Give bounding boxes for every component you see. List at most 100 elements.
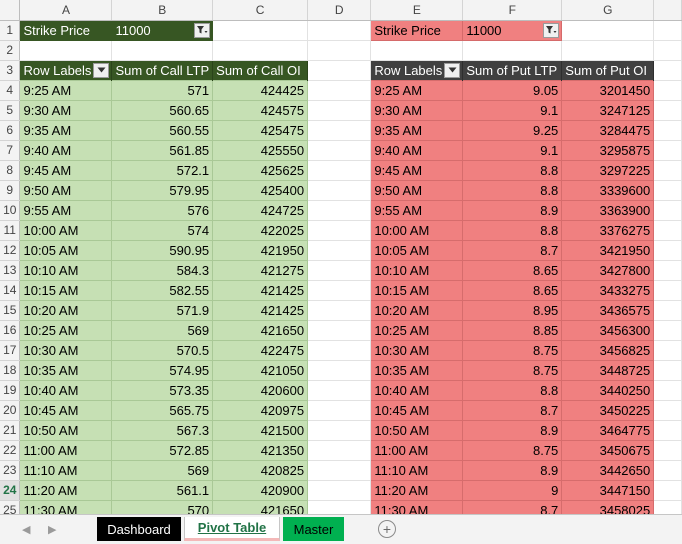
put-time-cell[interactable]: 9:30 AM [370,99,464,121]
empty-cell[interactable] [19,40,113,61]
call-time-cell[interactable]: 9:45 AM [19,159,113,181]
empty-cell[interactable] [307,60,372,81]
tab-dashboard[interactable]: Dashboard [97,517,181,541]
call-ltp-cell[interactable]: 569 [111,459,214,481]
row-header[interactable]: 14 [0,280,21,301]
put-time-cell[interactable]: 9:25 AM [370,79,464,101]
empty-cell[interactable] [653,260,682,281]
call-oi-cell[interactable]: 422025 [212,219,309,241]
put-ltp-cell[interactable]: 8.65 [462,259,563,281]
call-oi-cell[interactable]: 424725 [212,199,309,221]
empty-cell[interactable] [307,20,372,41]
empty-cell[interactable] [307,100,372,121]
put-oi-cell[interactable]: 3464775 [561,419,655,441]
put-ltp-cell[interactable]: 9.05 [462,79,563,101]
put-oi-cell[interactable]: 3295875 [561,139,655,161]
empty-cell[interactable] [653,180,682,201]
put-ltp-cell[interactable]: 8.7 [462,499,563,514]
put-time-cell[interactable]: 11:30 AM [370,499,464,514]
empty-cell[interactable] [307,380,372,401]
call-oi-cell[interactable]: 420825 [212,459,309,481]
row-header[interactable]: 21 [0,420,21,441]
row-header[interactable]: 25 [0,500,21,514]
call-strike-filter-cell[interactable]: 11000 [111,19,214,41]
call-time-cell[interactable]: 10:45 AM [19,399,113,421]
empty-cell[interactable] [653,200,682,221]
empty-cell[interactable] [653,400,682,421]
put-time-cell[interactable]: 11:00 AM [370,439,464,461]
call-time-cell[interactable]: 11:00 AM [19,439,113,461]
empty-cell[interactable] [307,240,372,261]
call-ltp-cell[interactable]: 573.35 [111,379,214,401]
put-time-cell[interactable]: 10:45 AM [370,399,464,421]
put-ltp-cell[interactable]: 8.8 [462,219,563,241]
empty-cell[interactable] [111,40,214,61]
empty-cell[interactable] [653,420,682,441]
empty-cell[interactable] [307,280,372,301]
call-time-cell[interactable]: 10:35 AM [19,359,113,381]
row-header[interactable]: 24 [0,480,21,501]
call-ltp-cell[interactable]: 572.1 [111,159,214,181]
put-ltp-cell[interactable]: 8.8 [462,379,563,401]
call-ltp-cell[interactable]: 567.3 [111,419,214,441]
call-oi-cell[interactable]: 425625 [212,159,309,181]
empty-cell[interactable] [307,140,372,161]
put-oi-cell[interactable]: 3433275 [561,279,655,301]
tab-master[interactable]: Master [283,517,344,541]
row-header[interactable]: 6 [0,120,21,141]
put-ltp-cell[interactable]: 8.75 [462,359,563,381]
put-ltp-cell[interactable]: 9.1 [462,99,563,121]
put-time-cell[interactable]: 10:25 AM [370,319,464,341]
empty-cell[interactable] [653,500,682,514]
column-header-d[interactable]: D [307,0,372,21]
empty-cell[interactable] [307,460,372,481]
put-time-cell[interactable]: 10:00 AM [370,219,464,241]
empty-cell[interactable] [307,420,372,441]
empty-cell[interactable] [653,120,682,141]
column-header-a[interactable]: A [19,0,113,21]
put-time-cell[interactable]: 10:40 AM [370,379,464,401]
row-header[interactable]: 20 [0,400,21,421]
call-oi-cell[interactable]: 425475 [212,119,309,141]
put-time-cell[interactable]: 9:40 AM [370,139,464,161]
put-oi-cell[interactable]: 3297225 [561,159,655,181]
put-time-cell[interactable]: 11:10 AM [370,459,464,481]
put-time-cell[interactable]: 9:45 AM [370,159,464,181]
empty-cell[interactable] [653,160,682,181]
call-ltp-cell[interactable]: 582.55 [111,279,214,301]
empty-cell[interactable] [653,40,682,61]
put-oi-cell[interactable]: 3442650 [561,459,655,481]
put-time-cell[interactable]: 9:55 AM [370,199,464,221]
row-header[interactable]: 15 [0,300,21,321]
column-header-c[interactable]: C [212,0,309,21]
row-header[interactable]: 12 [0,240,21,261]
put-oi-cell[interactable]: 3247125 [561,99,655,121]
empty-cell[interactable] [653,20,682,41]
empty-cell[interactable] [561,40,655,61]
put-strike-filter-cell[interactable]: 11000 [462,19,563,41]
scroll-tabs-right-icon[interactable]: ▶ [48,524,57,536]
call-oi-cell[interactable]: 421650 [212,319,309,341]
put-oi-cell[interactable]: 3284475 [561,119,655,141]
empty-cell[interactable] [307,400,372,421]
call-ltp-cell[interactable]: 584.3 [111,259,214,281]
column-header-h[interactable] [653,0,682,21]
put-oi-cell[interactable]: 3376275 [561,219,655,241]
call-ltp-cell[interactable]: 576 [111,199,214,221]
call-oi-cell[interactable]: 421350 [212,439,309,461]
call-ltp-cell[interactable]: 561.1 [111,479,214,501]
call-oi-cell[interactable]: 424425 [212,79,309,101]
row-header[interactable]: 4 [0,80,21,101]
call-oi-cell[interactable]: 421425 [212,299,309,321]
put-ltp-cell[interactable]: 8.8 [462,159,563,181]
call-oi-cell[interactable]: 420900 [212,479,309,501]
call-time-cell[interactable]: 11:10 AM [19,459,113,481]
call-time-cell[interactable]: 10:00 AM [19,219,113,241]
filter-funnel-icon[interactable] [194,22,211,38]
put-row-labels-header[interactable]: Row Labels [370,60,464,80]
empty-cell[interactable] [653,80,682,101]
empty-cell[interactable] [212,20,309,41]
call-time-cell[interactable]: 10:20 AM [19,299,113,321]
call-time-cell[interactable]: 9:25 AM [19,79,113,101]
put-oi-cell[interactable]: 3436575 [561,299,655,321]
